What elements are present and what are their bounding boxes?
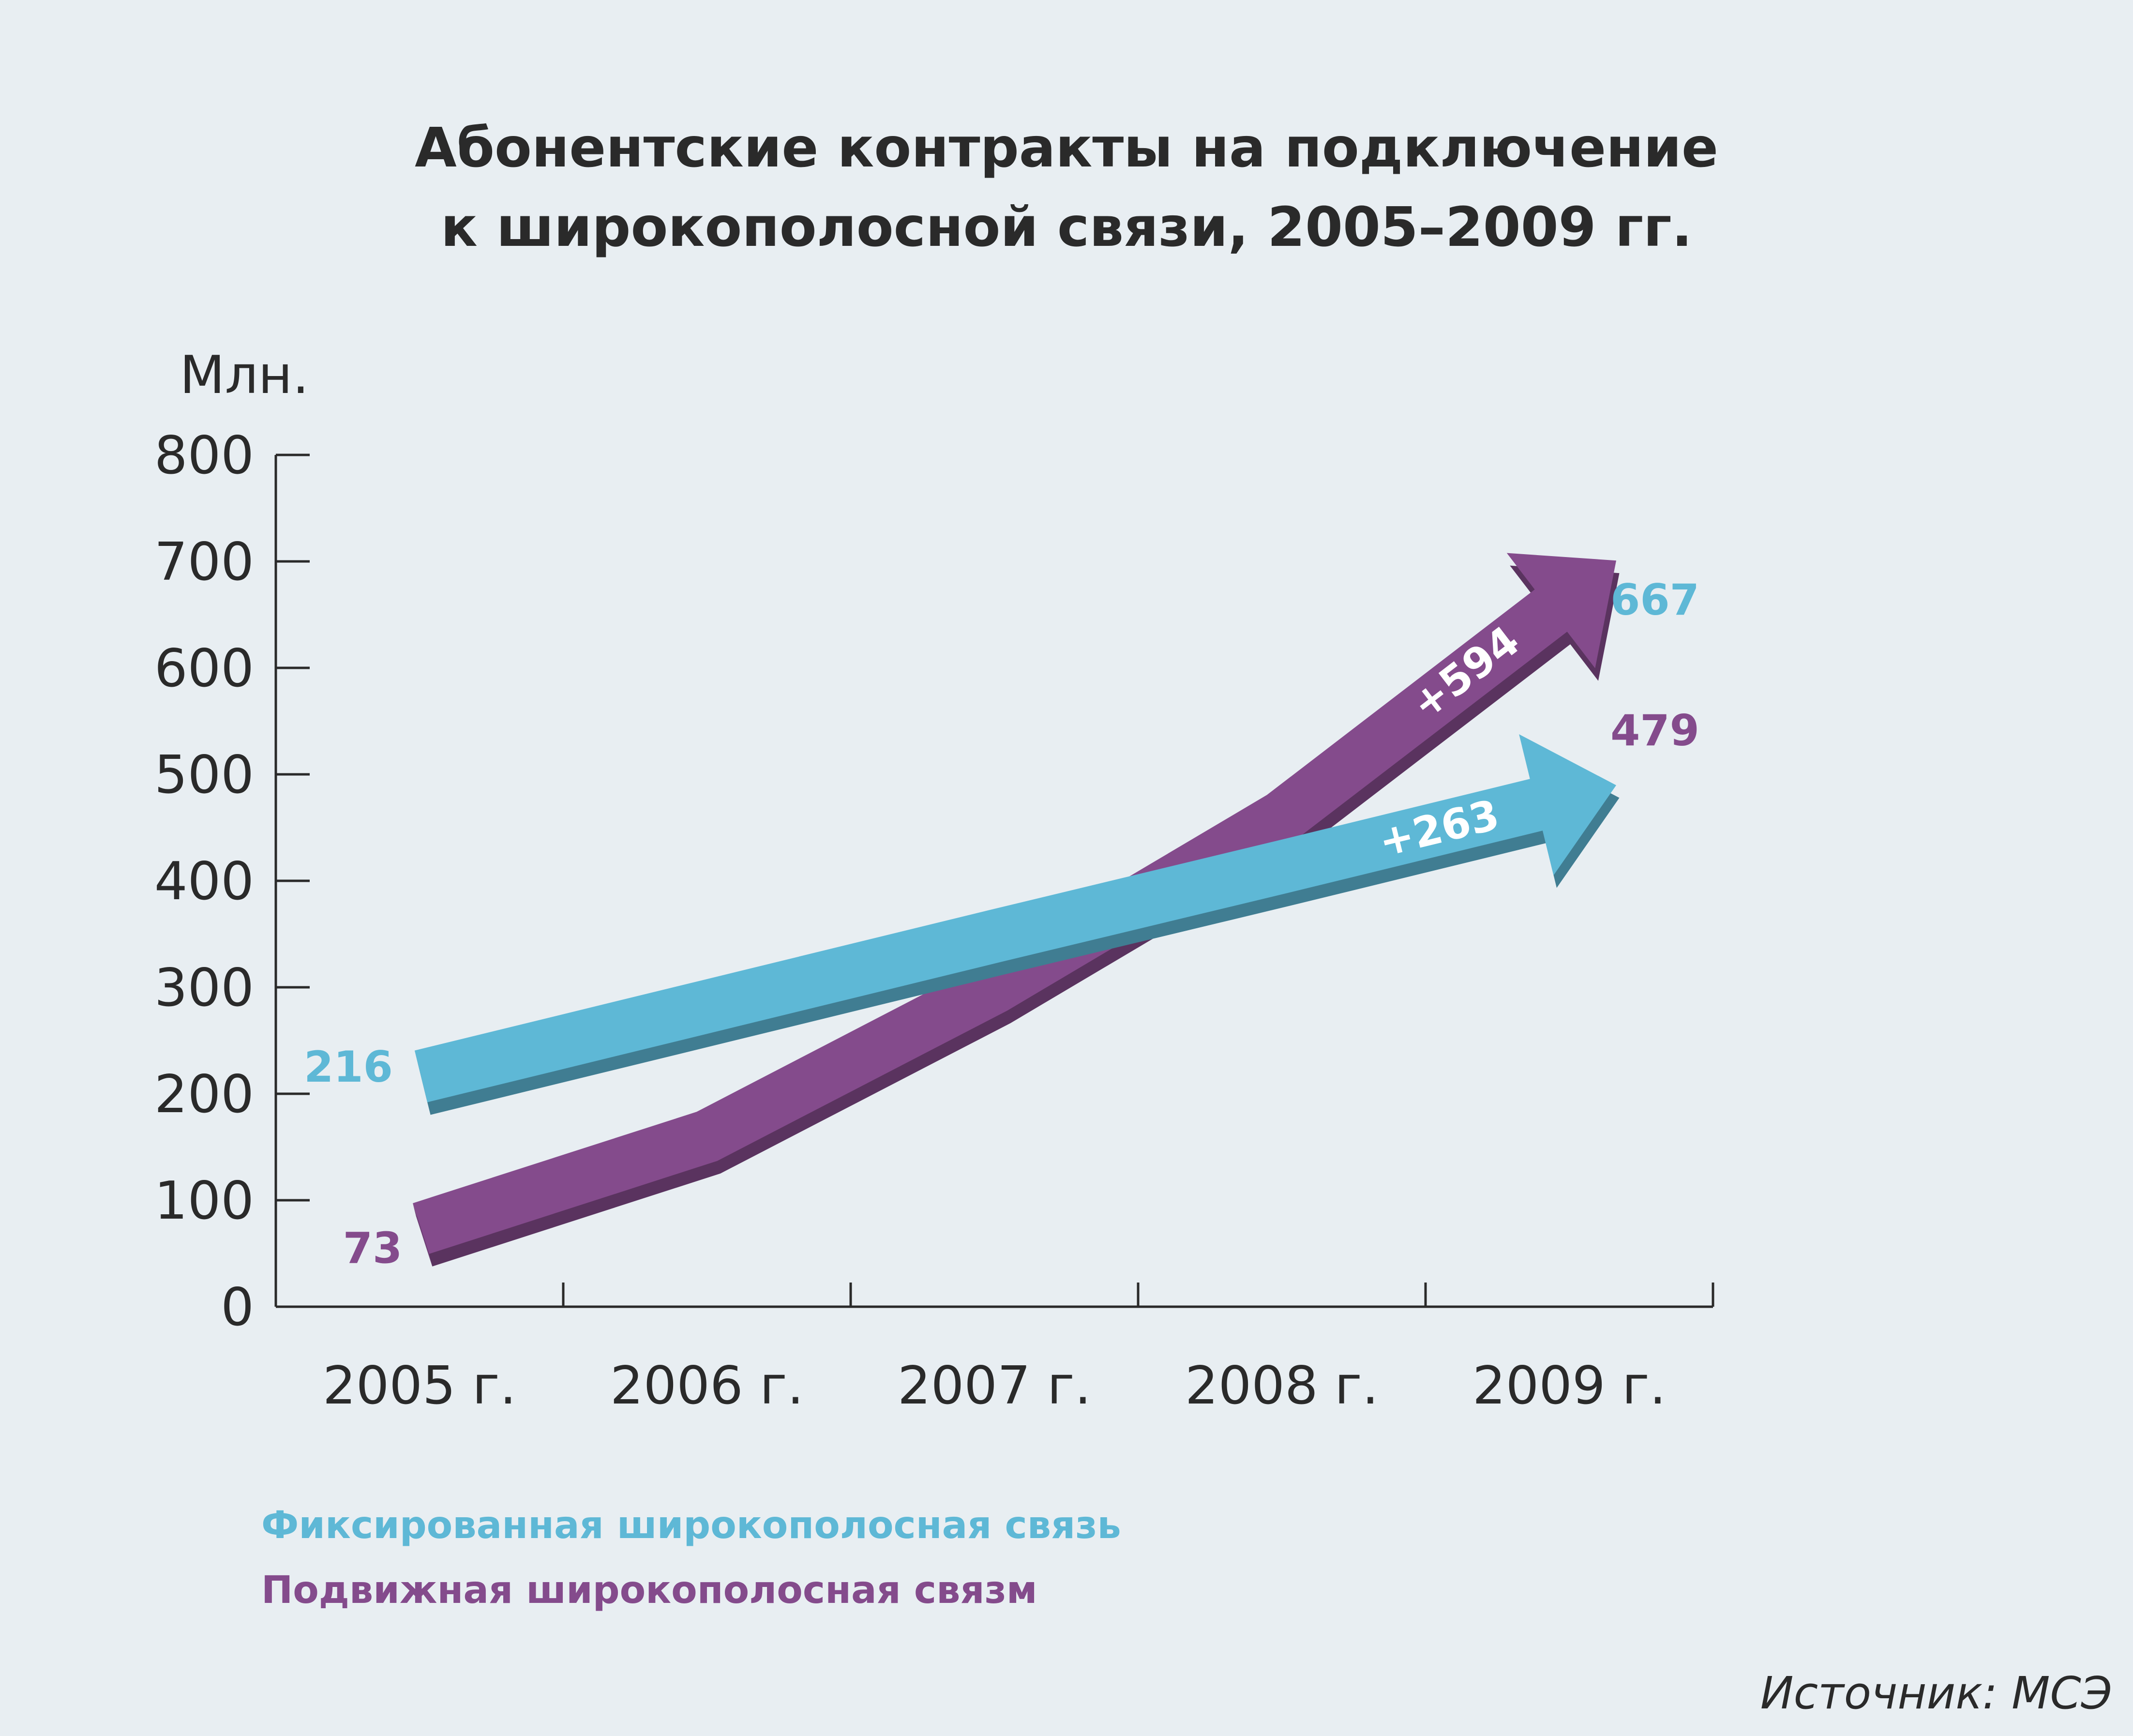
y-tick-label: 0 (221, 1277, 254, 1338)
y-axis-label: Млн. (180, 345, 309, 406)
end-label-667: 667 (1610, 575, 1699, 625)
chart-title-line-1: Абонентские контракты на подключение (415, 117, 1718, 180)
series-mobile-arrow (413, 553, 1616, 1254)
chart-title-line-2: к широкополосной связи, 2005–2009 гг. (441, 196, 1692, 259)
end-label-479: 479 (1610, 706, 1699, 755)
series-mobile-cap (413, 1203, 433, 1267)
legend-item-mobile: Подвижная широкополосная связм (261, 1569, 1037, 1612)
x-tick-label: 2005 г. (323, 1356, 516, 1416)
y-tick-label: 500 (154, 745, 254, 805)
start-label-mobile: 73 (343, 1223, 402, 1273)
y-tick-label: 300 (154, 958, 254, 1018)
axes: 0 100 200 300 400 500 600 700 800 2005 г. 2006 г. 2… (154, 425, 1714, 1416)
x-tick-label: 2007 г. (898, 1356, 1091, 1416)
x-tick-label: 2008 г. (1185, 1356, 1379, 1416)
series-fixed-arrow (414, 734, 1617, 1102)
x-tick-label: 2009 г. (1472, 1356, 1666, 1416)
x-tick-label: 2006 г. (610, 1356, 804, 1416)
y-tick-label: 700 (154, 532, 254, 592)
series-fixed-cap (414, 1050, 431, 1115)
start-label-fixed: 216 (304, 1042, 393, 1092)
legend-item-fixed: Фиксированная широкополосная связь (261, 1504, 1121, 1547)
y-tick-label: 800 (154, 425, 254, 486)
y-tick-label: 100 (154, 1171, 254, 1231)
source-note: Источник: МСЭ (1760, 1667, 2112, 1719)
y-tick-label: 200 (154, 1064, 254, 1125)
series-layer (413, 553, 1620, 1267)
y-tick-label: 600 (154, 638, 254, 699)
y-tick-label: 400 (154, 851, 254, 912)
